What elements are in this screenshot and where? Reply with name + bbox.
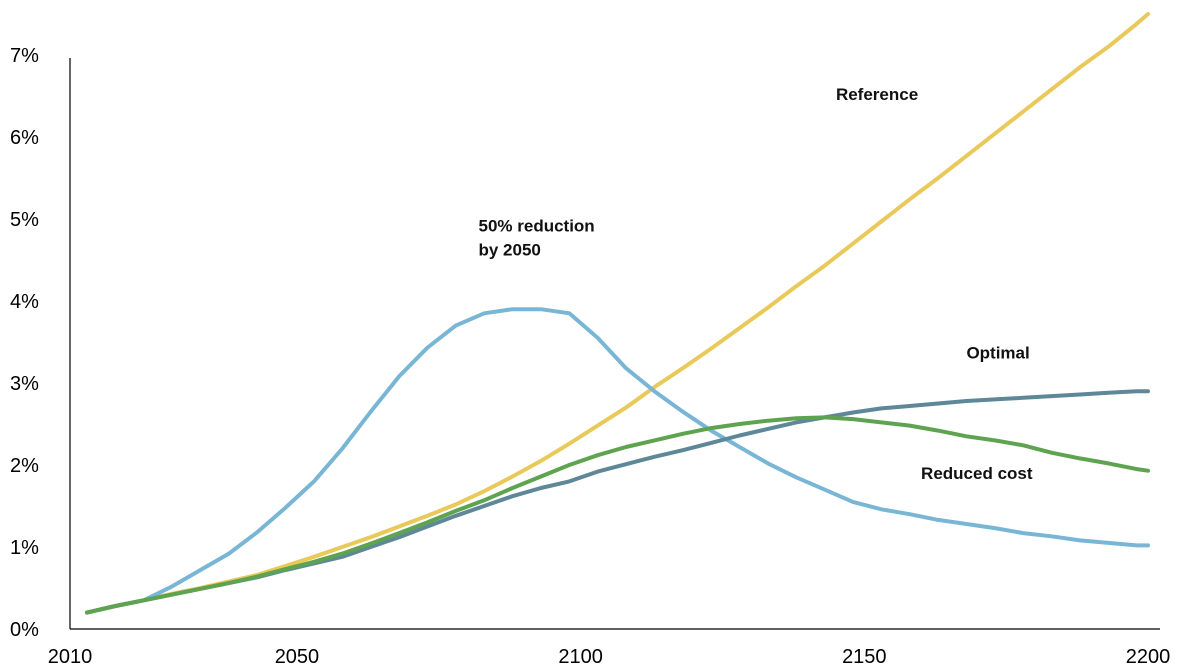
axes-layer: 0% 1% 2% 3% 4% 5% 6% 7% 2010 2050 2100 2150 2200 bbox=[10, 45, 1170, 668]
y-tick-label: 4% bbox=[10, 291, 39, 313]
series-label-line: Optimal bbox=[966, 343, 1029, 362]
series-label-reduced-cost: Reduced cost bbox=[921, 464, 1033, 483]
y-tick-label: 2% bbox=[10, 455, 39, 477]
series-label-50-reduction-by-2050: 50% reduction by 2050 bbox=[479, 216, 595, 259]
series-label-line: Reference bbox=[836, 85, 918, 104]
series-line-50-reduction-by-2050 bbox=[85, 307, 1150, 615]
series-line-reduced-cost bbox=[85, 415, 1150, 615]
x-tick-label: 2100 bbox=[558, 646, 603, 668]
series-layer bbox=[85, 12, 1150, 615]
x-tick-label: 2050 bbox=[275, 646, 320, 668]
series-label-reference: Reference bbox=[836, 85, 918, 104]
x-tick-label: 2200 bbox=[1126, 646, 1171, 668]
series-label-line: 50% reduction bbox=[479, 216, 595, 235]
y-tick-label: 5% bbox=[10, 209, 39, 231]
labels-layer: Reference 50% reduction by 2050 Optimal Redu… bbox=[479, 85, 1033, 483]
x-tick-label: 2150 bbox=[842, 646, 887, 668]
y-tick-label: 6% bbox=[10, 127, 39, 149]
series-label-line: by 2050 bbox=[479, 240, 541, 259]
series-line-reference bbox=[85, 12, 1150, 615]
series-label-line: Reduced cost bbox=[921, 464, 1033, 483]
y-tick-label: 1% bbox=[10, 537, 39, 559]
y-tick-label: 0% bbox=[10, 619, 39, 641]
series-label-optimal: Optimal bbox=[966, 343, 1029, 362]
x-tick-label: 2010 bbox=[48, 646, 93, 668]
y-tick-label: 3% bbox=[10, 373, 39, 395]
y-tick-label: 7% bbox=[10, 45, 39, 67]
